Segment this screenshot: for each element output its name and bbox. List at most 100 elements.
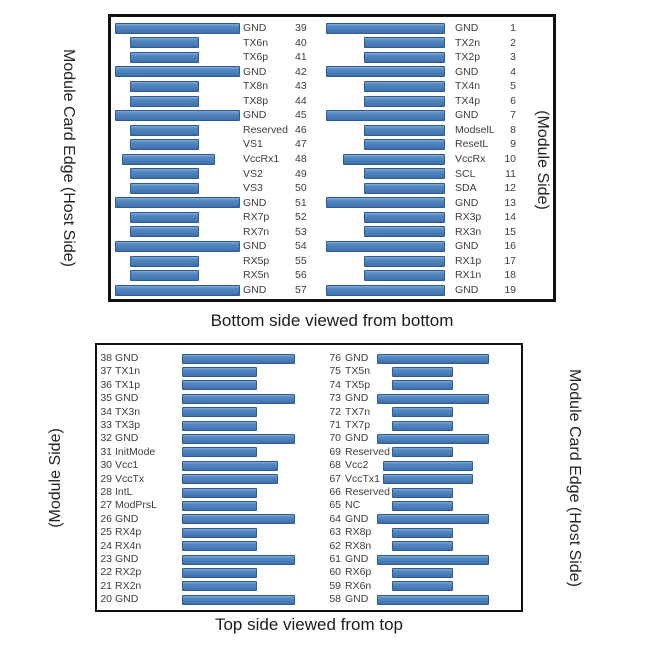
pin-pad-bar-34 [182, 407, 257, 418]
pin-pad-bar-63 [392, 527, 453, 538]
pin-pad-bar-15 [364, 226, 445, 238]
pin-number-44: 44 [295, 94, 307, 107]
pin-number-71: 71 [329, 419, 341, 431]
pin-number-61: 61 [329, 553, 341, 565]
pin-number-49: 49 [295, 167, 307, 180]
pin-pad-bar-32 [182, 434, 295, 445]
pin-row-31: InitMode 31 [97, 446, 521, 459]
top-side-caption: Top side viewed from top [214, 615, 404, 634]
pin-name-38: GND [115, 352, 139, 364]
pin-name-28: IntL [115, 486, 133, 498]
pin-number-69: 69 [329, 445, 341, 458]
pin-name-15: RX3n [455, 225, 482, 238]
pin-row-1: GND 1 [111, 21, 553, 36]
module-side-label-bottom: (Module Side) [47, 428, 64, 528]
pin-pad-bar-23 [182, 554, 295, 565]
pin-row-28: IntL 28 [97, 486, 521, 499]
pin-number-17: 17 [504, 254, 516, 267]
pin-number-7: 7 [510, 109, 516, 122]
pin-pad-bar-8 [364, 124, 445, 136]
pin-name-45: GND [243, 109, 267, 122]
pin-name-50: VS3 [243, 182, 263, 195]
pin-name-37: TX1n [115, 365, 141, 378]
pin-pad-bar-1 [326, 22, 445, 34]
pin-row-15: RX3n 15 [111, 225, 553, 240]
pin-number-9: 9 [510, 138, 516, 151]
pin-name-22: RX2p [115, 566, 142, 579]
pin-number-38: 38 [100, 352, 112, 364]
pin-name-48: VccRx1 [243, 152, 280, 165]
pin-number-68: 68 [329, 459, 341, 472]
pin-number-55: 55 [295, 254, 307, 267]
pin-number-5: 5 [510, 80, 516, 93]
pin-pad-bar-19 [326, 284, 445, 296]
pin-pad-bar-49 [130, 168, 199, 180]
pin-row-39: GND 39 [111, 21, 553, 36]
pin-pad-bar-28 [182, 487, 257, 498]
pin-name-14: RX3p [455, 211, 482, 224]
pin-name-74: TX5p [345, 378, 371, 391]
pin-pad-bar-12 [364, 182, 445, 194]
module-side-label-top: (Module Side) [534, 110, 551, 210]
pin-number-18: 18 [504, 269, 516, 282]
pin-row-65: NC 65 [97, 499, 521, 512]
pin-pad-bar-18 [364, 270, 445, 282]
pin-name-59: RX6n [345, 579, 372, 592]
pin-number-23: 23 [100, 553, 112, 565]
pin-name-49: VS2 [243, 167, 263, 180]
pin-number-72: 72 [329, 405, 341, 418]
pin-pad-bar-72 [392, 407, 453, 418]
pin-column-38-20: GND 38 TX1n 37 TX1p 36 GND 35 TX3n 34 TX3p 33 GND 32 I… [97, 345, 521, 610]
pin-pad-bar-66 [392, 487, 453, 498]
pin-number-42: 42 [295, 65, 307, 78]
pin-row-8: ModselL 8 [111, 123, 553, 138]
pin-pad-bar-62 [392, 541, 453, 552]
pin-pad-bar-39 [115, 22, 240, 34]
pin-pad-bar-20 [182, 594, 295, 605]
pin-pad-bar-22 [182, 568, 257, 579]
pin-pad-bar-26 [182, 514, 295, 525]
pin-number-34: 34 [100, 405, 112, 418]
pin-name-30: Vcc1 [115, 459, 139, 472]
pin-number-74: 74 [329, 378, 341, 391]
pin-row-41: TX6p 41 [111, 50, 553, 65]
pin-row-3: TX2p 3 [111, 50, 553, 65]
pin-row-34: TX3n 34 [97, 406, 521, 419]
pin-number-31: 31 [100, 445, 112, 458]
pin-number-75: 75 [329, 365, 341, 378]
pin-number-66: 66 [329, 486, 341, 498]
pin-number-67: 67 [329, 472, 341, 485]
pin-row-36: TX1p 36 [97, 379, 521, 392]
pin-name-71: TX7p [345, 419, 371, 431]
pin-row-45: GND 45 [111, 108, 553, 123]
pin-number-70: 70 [329, 432, 341, 445]
pin-row-61: GND 61 [97, 553, 521, 566]
pin-row-24: RX4n 24 [97, 540, 521, 553]
pin-number-13: 13 [504, 196, 516, 209]
pin-pad-bar-10 [343, 153, 445, 165]
pin-pad-bar-43 [130, 80, 199, 92]
pin-number-33: 33 [100, 419, 112, 431]
pin-row-76: GND 76 [97, 352, 521, 365]
pin-row-27: ModPrsL 27 [97, 499, 521, 512]
pin-row-38: GND 38 [97, 352, 521, 365]
pin-pad-bar-68 [383, 460, 473, 471]
pin-number-59: 59 [329, 579, 341, 592]
pin-name-75: TX5n [345, 365, 371, 378]
pin-number-46: 46 [295, 123, 307, 136]
pin-number-26: 26 [100, 512, 112, 525]
pin-name-13: GND [455, 196, 479, 209]
pin-pad-bar-58 [377, 594, 489, 605]
pin-row-33: TX3p 33 [97, 419, 521, 432]
pin-number-32: 32 [100, 432, 112, 445]
pin-name-76: GND [345, 352, 369, 364]
pin-row-40: TX6n 40 [111, 36, 553, 51]
pin-row-67: VccTx1 67 [97, 473, 521, 486]
pin-pad-bar-42 [115, 66, 240, 78]
pin-number-65: 65 [329, 499, 341, 512]
pin-row-17: RX1p 17 [111, 254, 553, 269]
pin-number-21: 21 [100, 579, 112, 592]
pin-row-37: TX1n 37 [97, 365, 521, 378]
pin-name-62: RX8n [345, 539, 372, 552]
